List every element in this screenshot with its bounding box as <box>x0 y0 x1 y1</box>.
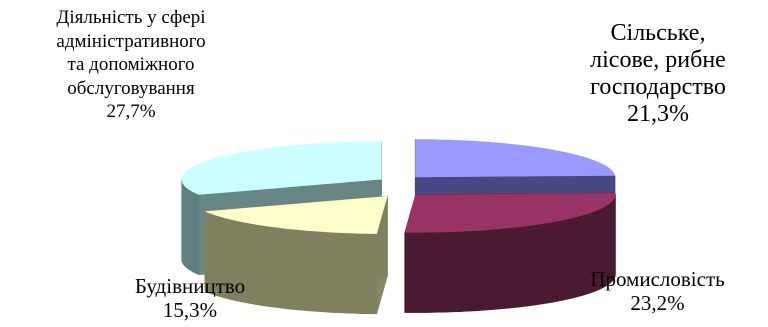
slice-top-face <box>415 139 616 178</box>
slice-top-face <box>181 141 382 195</box>
label-line: Діяльність у сфері <box>56 7 206 28</box>
value-label: 23,2% <box>630 290 685 315</box>
value-label: 15,3% <box>162 297 218 322</box>
pie-slice-ind <box>404 192 616 313</box>
slice-label-construction: Будівництво 15,3% <box>90 274 290 322</box>
slice-label-industry: Промисловість 23,2% <box>540 267 768 315</box>
slice-label-agriculture: Сільське, лісове, рибне господарство 21,… <box>548 20 768 128</box>
value-label: 21,3% <box>627 100 689 127</box>
slice-top-face <box>204 196 388 234</box>
slice-side-wall <box>181 179 200 276</box>
label-line: та допоміжного <box>67 54 195 76</box>
label-line: Сільське, <box>610 20 706 46</box>
slice-top-face <box>404 193 616 233</box>
label-line: господарство <box>590 73 726 100</box>
slice-label-admin-services: Діяльність у сфері адміністративного та … <box>0 6 262 124</box>
label-line: адміністративного <box>56 30 206 52</box>
label-line: Будівництво <box>134 274 246 298</box>
label-line: лісове, рибне <box>590 46 726 73</box>
label-line: обслуговування <box>67 77 195 99</box>
label-line: Промисловість <box>590 267 725 291</box>
value-label: 27,7% <box>106 101 156 123</box>
pie-slice-build <box>204 195 388 315</box>
